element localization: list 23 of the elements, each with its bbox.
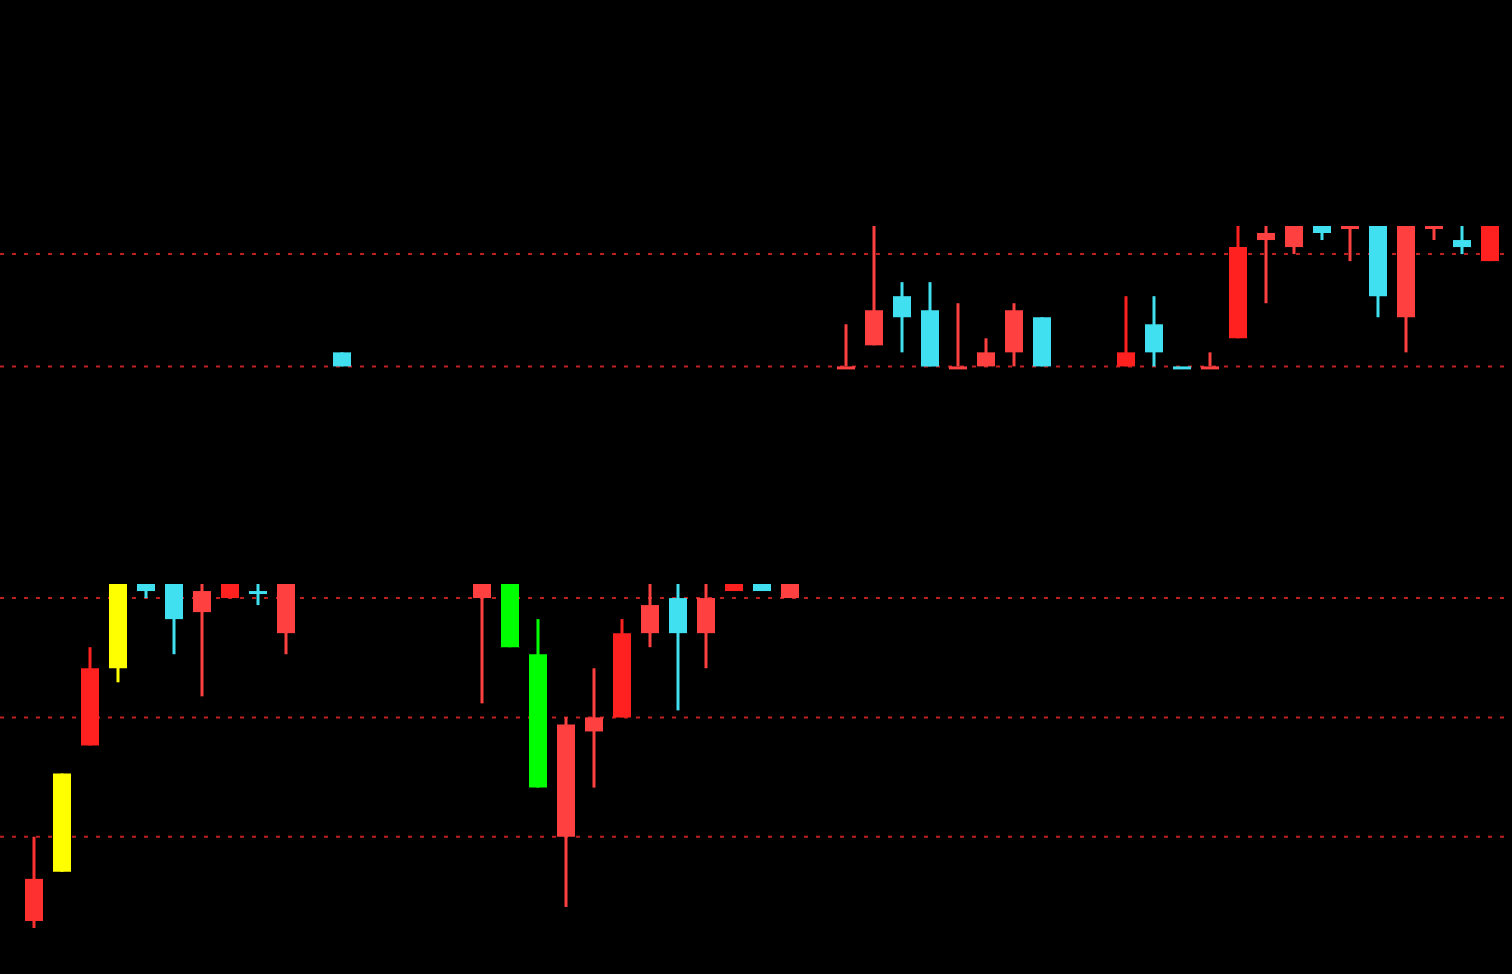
candlestick — [1145, 294, 1163, 368]
candlestick — [585, 666, 603, 790]
candlestick — [193, 582, 211, 698]
candlestick — [165, 582, 183, 656]
candlestick — [25, 835, 43, 930]
candlestick — [1453, 224, 1471, 256]
candlestick — [249, 582, 267, 607]
candlestick — [641, 582, 659, 649]
candlestick — [1201, 350, 1219, 370]
candlestick — [1257, 224, 1275, 305]
candlestick — [893, 280, 911, 354]
candlestick — [697, 582, 715, 670]
candlestick — [977, 336, 995, 368]
candlestick — [473, 582, 491, 705]
candlestick — [1285, 224, 1303, 256]
candlestick — [669, 582, 687, 712]
candlestick — [865, 224, 883, 347]
candlestick — [1481, 224, 1499, 263]
candlestick — [949, 301, 967, 370]
candlestick — [1341, 224, 1359, 263]
candlestick — [837, 322, 855, 370]
candlestick — [1117, 294, 1135, 368]
candlestick — [1005, 301, 1023, 368]
